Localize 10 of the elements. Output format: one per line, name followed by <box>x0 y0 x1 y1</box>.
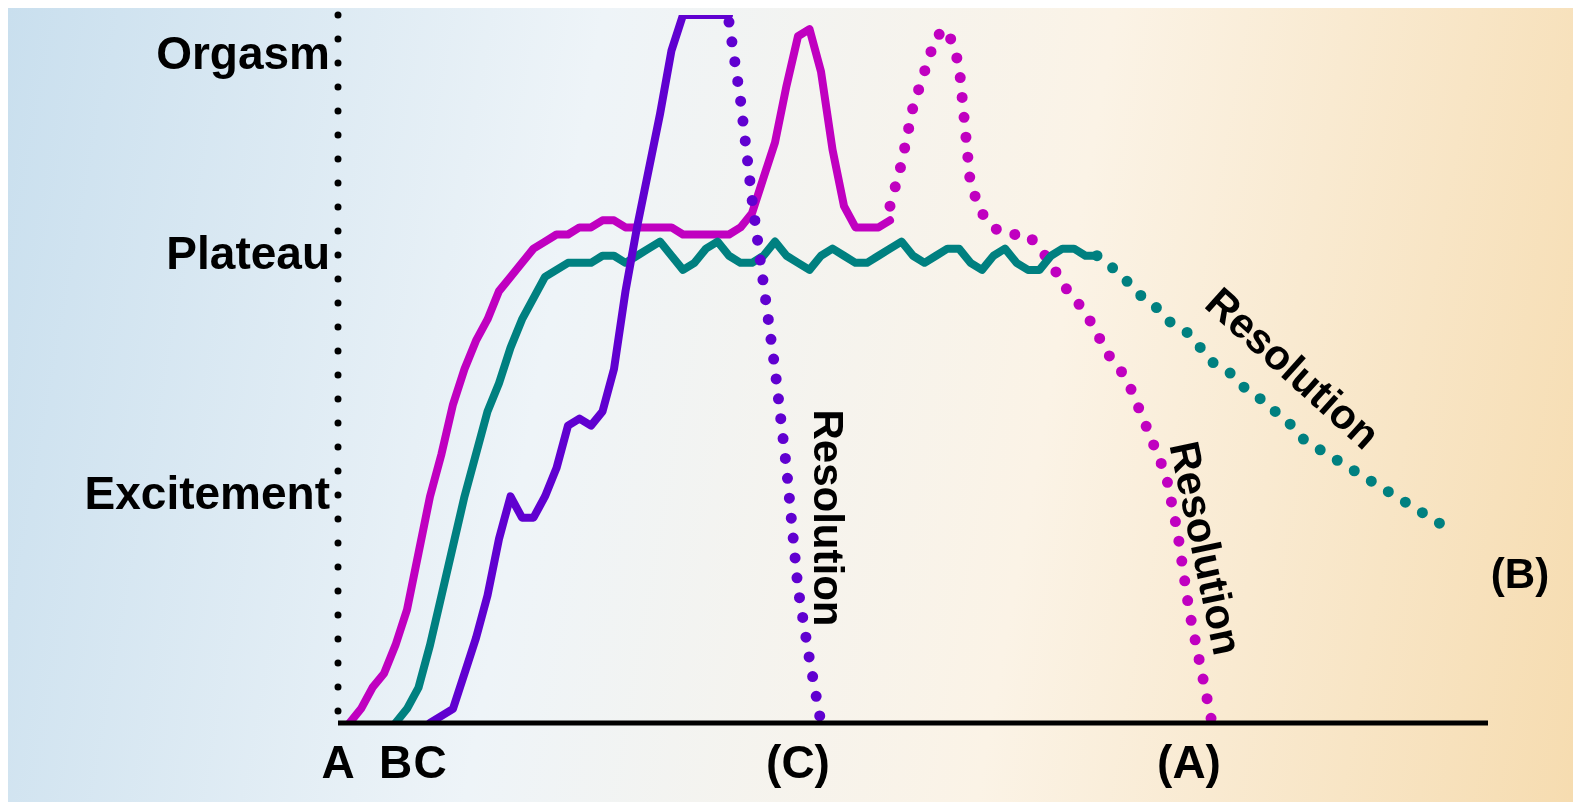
text: (B) <box>1490 549 1550 597</box>
text: Orgasm <box>156 27 330 79</box>
x-tick-label: (C) <box>766 735 830 788</box>
x-tick-label: (A) <box>1157 735 1221 788</box>
text: Plateau <box>166 227 330 279</box>
x-tick-label: B <box>378 735 413 788</box>
annotation: Resolution <box>804 409 852 627</box>
text: Excitement <box>84 467 330 519</box>
x-tick-label: C <box>413 735 447 788</box>
x-tick-label: A <box>321 735 355 788</box>
